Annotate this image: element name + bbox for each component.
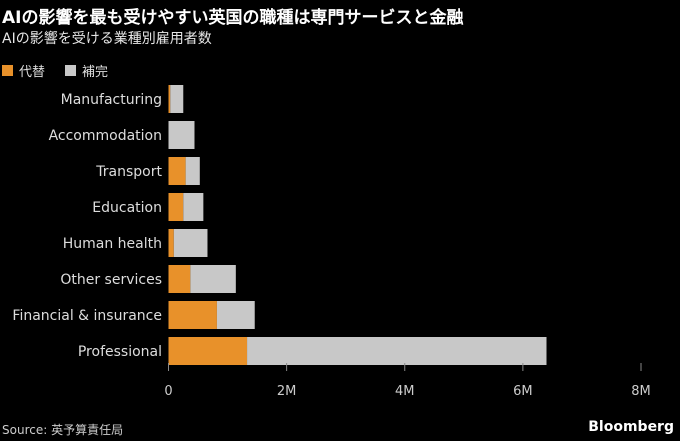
category-label: Other services xyxy=(60,272,162,288)
chart-title: AIの影響を最も受けやすい英国の職種は専門サービスと金融 xyxy=(2,8,464,28)
bar-substitute xyxy=(168,85,171,113)
category-label: Transport xyxy=(95,164,162,180)
bar-complement xyxy=(185,157,200,185)
legend-swatch-complement xyxy=(65,65,77,76)
category-label: Professional xyxy=(78,344,162,360)
bar-substitute xyxy=(168,265,191,293)
legend-label-complement: 補完 xyxy=(82,65,109,80)
source-note: Source: 英予算責任局 xyxy=(2,423,124,437)
legend: 代替 補完 xyxy=(2,61,108,80)
bar-complement xyxy=(183,193,204,221)
chart-subtitle: AIの影響を受ける業種別雇用者数 xyxy=(2,31,212,47)
x-tick-label: 6M xyxy=(513,384,533,399)
bar-complement xyxy=(216,301,255,329)
bar-substitute xyxy=(168,301,217,329)
bar-complement xyxy=(173,229,208,257)
x-tick-label: 8M xyxy=(631,384,651,399)
x-tick-label: 0 xyxy=(164,384,172,399)
bar-substitute xyxy=(168,337,248,365)
bar-substitute xyxy=(168,193,184,221)
category-label: Human health xyxy=(63,236,162,252)
x-tick-label: 2M xyxy=(277,384,297,399)
bar-complement xyxy=(247,337,547,365)
x-tick-label: 4M xyxy=(395,384,415,399)
bar-substitute xyxy=(168,157,186,185)
legend-swatch-substitute xyxy=(2,65,13,76)
bar-complement xyxy=(190,265,236,293)
category-label: Accommodation xyxy=(49,128,162,144)
bar-complement xyxy=(170,85,184,113)
bloomberg-logo: Bloomberg xyxy=(588,419,674,435)
bar-complement xyxy=(168,121,195,149)
bar-substitute xyxy=(168,229,174,257)
legend-label-substitute: 代替 xyxy=(19,65,46,80)
category-label: Financial & insurance xyxy=(12,308,162,324)
category-label: Education xyxy=(92,200,162,216)
category-label: Manufacturing xyxy=(61,92,162,108)
